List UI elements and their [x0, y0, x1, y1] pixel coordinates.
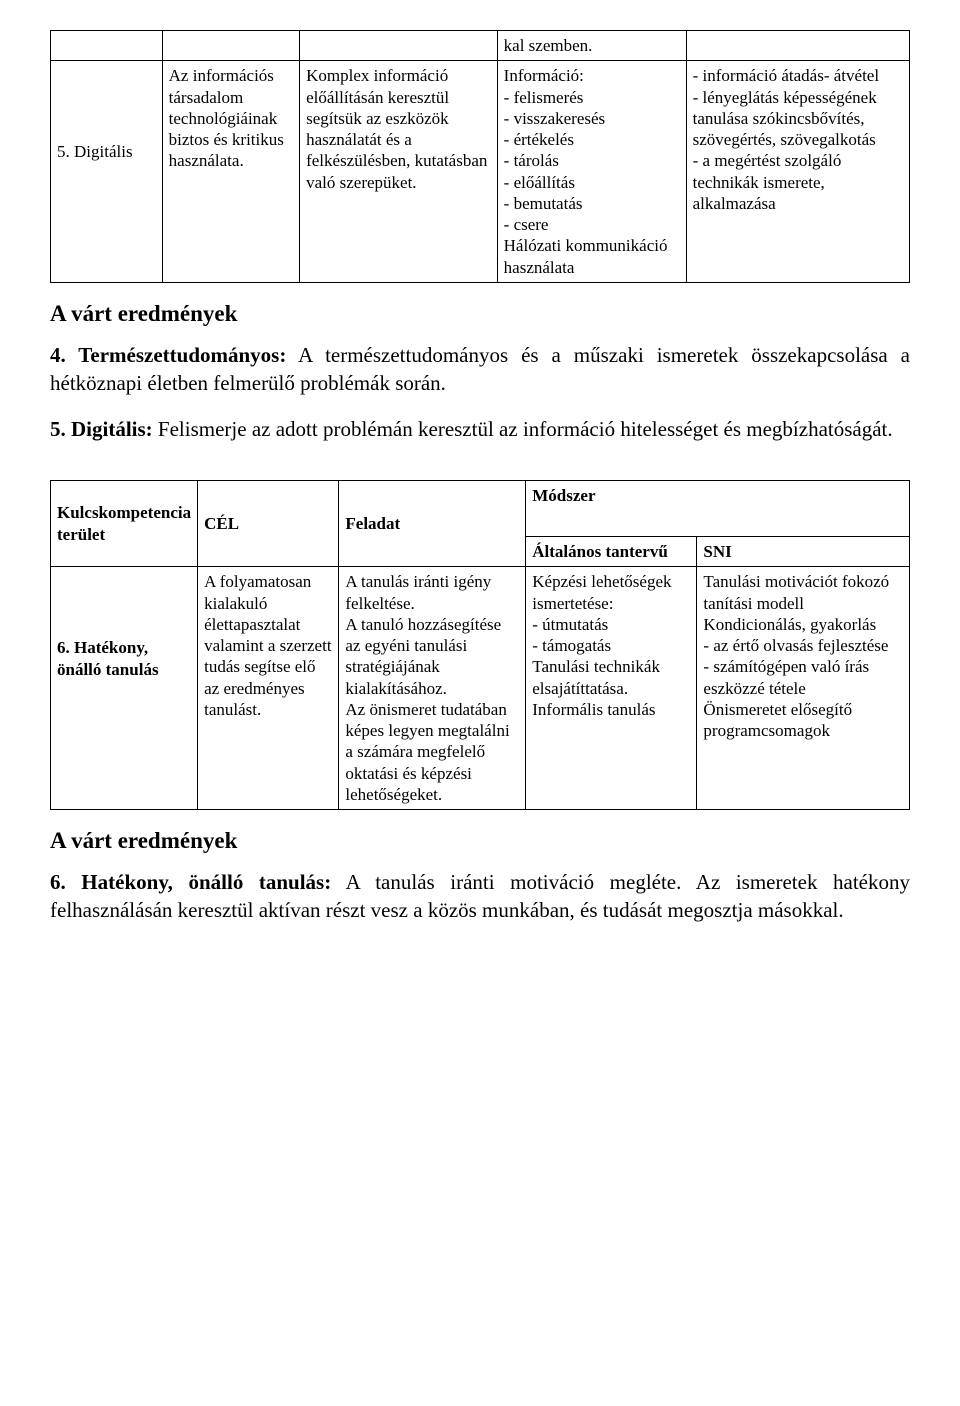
- cell: Az információs társadalom technológiáina…: [162, 61, 299, 283]
- paragraph-4-label: 4. Természettudományos:: [50, 343, 286, 367]
- header-cell: CÉL: [198, 480, 339, 567]
- heading-expected-results-1: A várt eredmények: [50, 301, 910, 327]
- cell: Komplex információ előállításán keresztü…: [300, 61, 498, 283]
- table-row: kal szemben.: [51, 31, 910, 61]
- paragraph-6: 6. Hatékony, önálló tanulás: A tanulás i…: [50, 868, 910, 925]
- paragraph-5-text: Felismerje az adott problémán keresztül …: [153, 417, 893, 441]
- paragraph-6-label: 6. Hatékony, önálló tanulás:: [50, 870, 331, 894]
- cell: Képzési lehetőségek ismertetése: - útmut…: [526, 567, 697, 810]
- table-row: 5. Digitális Az információs társadalom t…: [51, 61, 910, 283]
- cell: [162, 31, 299, 61]
- cell: kal szemben.: [497, 31, 686, 61]
- heading-expected-results-2: A várt eredmények: [50, 828, 910, 854]
- table-competency-6: Kulcskompetencia terület CÉL Feladat Mód…: [50, 480, 910, 810]
- header-cell: Feladat: [339, 480, 526, 567]
- cell: [51, 31, 163, 61]
- cell: [686, 31, 909, 61]
- paragraph-5: 5. Digitális: Felismerje az adott problé…: [50, 415, 910, 443]
- header-cell: SNI: [697, 537, 910, 567]
- table-header-row: Kulcskompetencia terület CÉL Feladat Mód…: [51, 480, 910, 536]
- cell: Információ: - felismerés - visszakeresés…: [497, 61, 686, 283]
- cell: [300, 31, 498, 61]
- table-row: 6. Hatékony, önálló tanulás A folyamatos…: [51, 567, 910, 810]
- header-cell: Módszer: [526, 480, 910, 536]
- table-competency-5: kal szemben. 5. Digitális Az információs…: [50, 30, 910, 283]
- cell-row-label: 6. Hatékony, önálló tanulás: [51, 567, 198, 810]
- paragraph-5-label: 5. Digitális:: [50, 417, 153, 441]
- cell: A tanulás iránti igény felkeltése. A tan…: [339, 567, 526, 810]
- cell: Tanulási motivációt fokozó tanítási mode…: [697, 567, 910, 810]
- header-cell: Kulcskompetencia terület: [51, 480, 198, 567]
- cell: - információ átadás- átvétel - lényeglát…: [686, 61, 909, 283]
- cell-row-label: 5. Digitális: [51, 61, 163, 283]
- header-cell: Általános tantervű: [526, 537, 697, 567]
- paragraph-4: 4. Természettudományos: A természettudom…: [50, 341, 910, 398]
- cell: A folyamatosan kialakuló élettapasztalat…: [198, 567, 339, 810]
